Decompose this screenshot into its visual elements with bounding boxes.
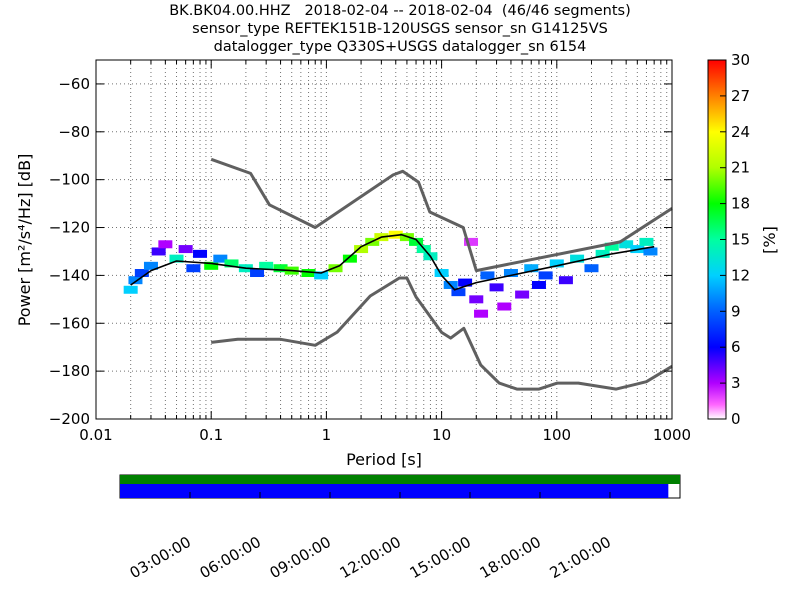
density-cell xyxy=(570,254,585,263)
plot-frame xyxy=(95,59,673,420)
x-axis-ticks: 0.01 0.1 1 10 100 1000 xyxy=(79,60,691,444)
density-cell xyxy=(639,237,654,246)
y-tick-label: −80 xyxy=(58,123,90,141)
x-tick-label: 1000 xyxy=(653,426,691,444)
density-cell xyxy=(314,271,329,280)
density-cell xyxy=(273,264,288,273)
x-tick-label: 1 xyxy=(322,426,332,444)
density-cell xyxy=(549,259,564,268)
density-cell xyxy=(497,302,512,311)
density-cell xyxy=(213,254,228,263)
colorbar-tick-label: 30 xyxy=(731,51,750,69)
low-noise-model-line xyxy=(211,276,673,391)
y-tick-label: −160 xyxy=(49,314,90,332)
time-tick-label: 18:00:00 xyxy=(477,533,544,582)
y-tick-label: −120 xyxy=(49,219,90,237)
colorbar-tick-label: 18 xyxy=(731,195,750,213)
time-tick-label: 15:00:00 xyxy=(407,533,474,582)
x-axis-label: Period [s] xyxy=(346,450,422,469)
density-cell xyxy=(584,264,599,273)
chart-title-line-1: BK.BK04.00.HHZ 2018-02-04 -- 2018-02-04 … xyxy=(169,3,631,19)
y-tick-label: −200 xyxy=(49,410,90,428)
density-cell xyxy=(474,309,489,318)
density-cell xyxy=(328,264,343,273)
time-axis-ticks: 03:00:00 06:00:00 09:00:00 12:00:00 15:00:00… xyxy=(127,492,614,582)
mode-line xyxy=(130,233,655,291)
segments-fill xyxy=(120,484,669,498)
density-cell xyxy=(301,269,316,278)
y-axis-ticks: −60 −80 −100 −120 −140 −160 −180 −200 xyxy=(49,75,672,428)
y-tick-label: −60 xyxy=(58,75,90,93)
coverage-fill xyxy=(120,475,680,484)
colorbar-label: [%] xyxy=(760,226,779,254)
density-cell xyxy=(531,280,546,289)
density-cell xyxy=(354,245,369,254)
density-cell xyxy=(123,285,138,294)
density-cell xyxy=(458,278,473,287)
colorbar: 0 3 6 9 12 15 18 21 24 27 30 [%] xyxy=(707,51,779,428)
density-cell xyxy=(178,245,193,254)
y-tick-label: −180 xyxy=(49,362,90,380)
y-tick-label: −100 xyxy=(49,171,90,189)
colorbar-tick-label: 24 xyxy=(731,123,750,141)
density-cell xyxy=(558,276,573,285)
density-cell xyxy=(619,240,634,249)
colorbar-tick-label: 6 xyxy=(731,338,741,356)
density-cell xyxy=(128,276,143,285)
density-cell xyxy=(643,247,658,256)
high-noise-model-line xyxy=(210,157,673,273)
density-cell xyxy=(480,271,495,280)
density-cell xyxy=(169,254,184,263)
density-cell xyxy=(464,237,479,246)
density-cell xyxy=(204,261,219,270)
density-cell xyxy=(224,259,239,268)
chart-title-line-2: sensor_type REFTEK151B-120USGS sensor_sn… xyxy=(192,21,608,37)
density-cell xyxy=(134,269,149,278)
density-cell xyxy=(434,269,449,278)
density-cell xyxy=(489,283,504,292)
density-cell xyxy=(469,295,484,304)
time-tick-label: 09:00:00 xyxy=(267,533,334,582)
colorbar-tick-label: 12 xyxy=(731,266,750,284)
plot-area: 0.01 0.1 1 10 100 1000 −60 −80 −100 −120 −140 −160… xyxy=(49,59,691,444)
y-tick-label: −140 xyxy=(49,266,90,284)
density-cell xyxy=(151,247,166,256)
density-cell xyxy=(158,240,173,249)
density-cell xyxy=(259,261,274,270)
density-cell xyxy=(342,254,357,263)
colorbar-tick-label: 3 xyxy=(731,374,741,392)
density-cell xyxy=(524,264,539,273)
time-tick-label: 12:00:00 xyxy=(337,533,404,582)
x-tick-label: 100 xyxy=(542,426,571,444)
colorbar-tick-label: 0 xyxy=(731,410,741,428)
density-cell xyxy=(595,249,610,258)
data-coverage-bar: 03:00:00 06:00:00 09:00:00 12:00:00 15:00:00… xyxy=(119,474,681,582)
x-tick-label: 10 xyxy=(432,426,451,444)
colorbar-tick-label: 21 xyxy=(731,159,750,177)
density-cell xyxy=(193,249,208,258)
x-tick-label: 0.1 xyxy=(199,426,223,444)
density-cell xyxy=(250,269,265,278)
density-cell xyxy=(409,237,424,246)
time-tick-label: 03:00:00 xyxy=(127,533,194,582)
colorbar-tick-label: 27 xyxy=(731,87,750,105)
x-tick-label: 0.01 xyxy=(79,426,112,444)
colorbar-ticks: 0 3 6 9 12 15 18 21 24 27 30 xyxy=(720,51,750,428)
density-cell xyxy=(503,269,518,278)
density-cell xyxy=(538,271,553,280)
colorbar-tick-label: 9 xyxy=(731,302,741,320)
y-axis-label: Power [m²/s⁴/Hz] [dB] xyxy=(15,154,34,327)
colorbar-tick-label: 15 xyxy=(731,231,750,249)
density-cell xyxy=(604,242,619,251)
density-cell xyxy=(515,290,530,299)
chart-title-line-3: datalogger_type Q330S+USGS datalogger_sn… xyxy=(213,39,587,55)
density-cell xyxy=(143,261,158,270)
model-lines xyxy=(130,157,673,391)
time-tick-label: 06:00:00 xyxy=(197,533,264,582)
density-cell xyxy=(186,264,201,273)
time-tick-label: 21:00:00 xyxy=(547,533,614,582)
density-cell xyxy=(451,288,466,297)
